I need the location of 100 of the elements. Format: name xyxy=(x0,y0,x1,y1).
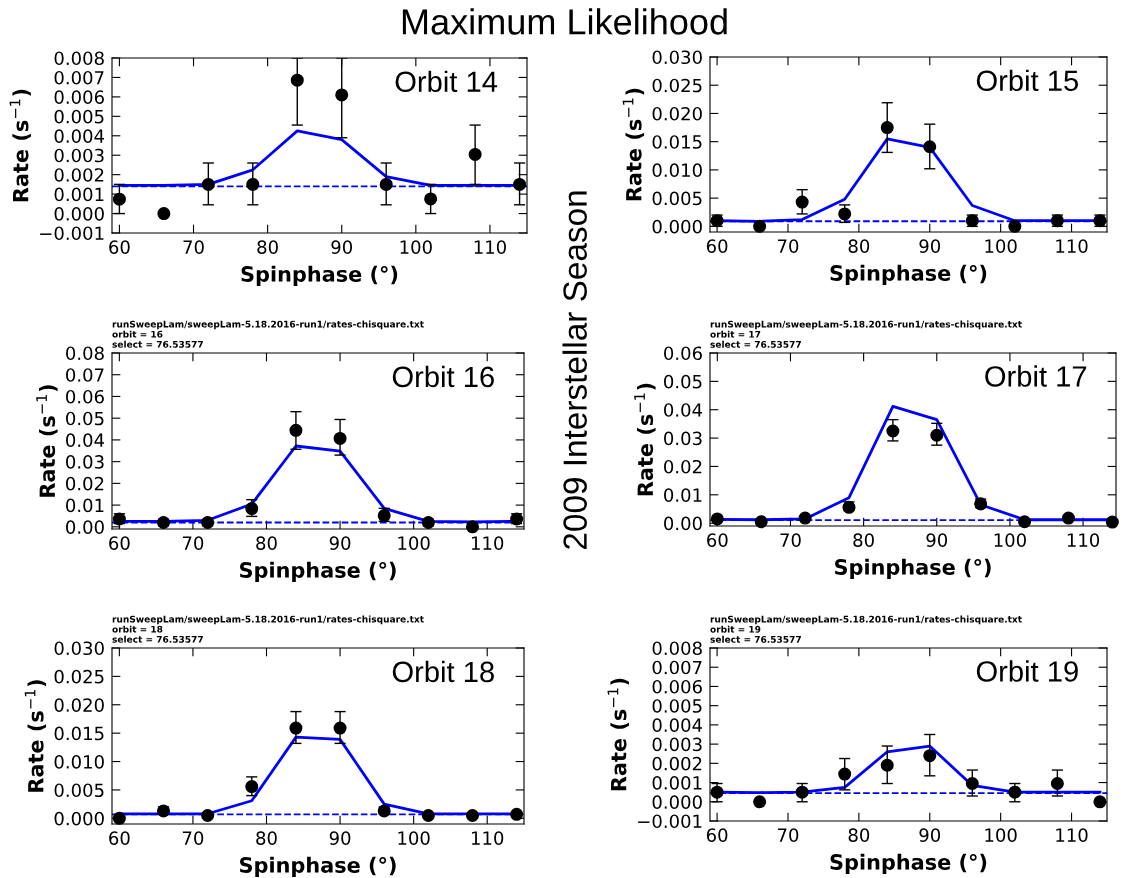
y-axis-title: Rate (s$^{−1}$) xyxy=(634,383,656,496)
x-tick-label: 90 xyxy=(329,536,351,550)
chart-subtitle: runSweepLam/sweepLam-5.18.2016-run1/rates-chisquare.txt orbit = 18 select = 76.53577 xyxy=(112,615,424,643)
y-tick-label: 0.05 xyxy=(66,411,104,426)
point xyxy=(290,73,304,87)
y-axis-title: Rate (s$^{−1}$) xyxy=(24,680,47,792)
point xyxy=(1008,785,1022,799)
annotation: Orbit 17 xyxy=(985,365,1087,387)
x-tick-label: 110 xyxy=(1067,533,1100,547)
x-tick-label: 90 xyxy=(331,240,353,254)
point xyxy=(838,767,852,781)
point xyxy=(1105,515,1119,529)
point xyxy=(1093,795,1107,809)
y-tick-label: 0.025 xyxy=(54,669,104,684)
x-tick-label: 100 xyxy=(400,240,432,254)
y-tick-label: 0.04 xyxy=(66,433,105,448)
x-tick-label: 60 xyxy=(706,239,728,253)
y-tick-label: 0.006 xyxy=(652,679,702,694)
point xyxy=(798,511,812,525)
point xyxy=(424,192,438,206)
x-tick-label: 70 xyxy=(183,240,204,254)
y-tick-label: 0.005 xyxy=(54,783,104,798)
x-tick-label: 100 xyxy=(994,533,1026,547)
x-tick-label: 100 xyxy=(985,239,1017,253)
y-tick-label: 0.03 xyxy=(66,455,104,469)
point xyxy=(795,785,809,799)
x-tick-label: 80 xyxy=(257,240,278,254)
x-tick-label: 110 xyxy=(471,536,504,550)
x-tick-label: 80 xyxy=(256,536,277,550)
y-tick-label: 0.025 xyxy=(652,78,702,93)
y-tick-label: 0.03 xyxy=(664,431,702,446)
x-tick-label: 70 xyxy=(182,536,204,550)
point xyxy=(930,428,944,442)
x-tick-label: 70 xyxy=(182,831,204,845)
point xyxy=(1061,511,1075,525)
x-tick-label: 110 xyxy=(1056,828,1088,842)
y-tick-label: 0.02 xyxy=(664,459,702,474)
x-axis-title: Spinphase (°) xyxy=(240,561,396,582)
point xyxy=(157,207,171,221)
point xyxy=(1018,515,1032,529)
y-tick-label: 0.00 xyxy=(66,520,104,534)
y-tick-label: 0.010 xyxy=(652,163,702,178)
annotation: Orbit 14 xyxy=(395,70,498,93)
y-tick-label: 0.010 xyxy=(54,755,104,769)
point xyxy=(510,807,524,821)
y-tick-label: 0.030 xyxy=(54,641,104,656)
x-tick-label: 90 xyxy=(919,828,941,842)
y-tick-label: 0.00 xyxy=(664,516,702,531)
y-tick-label: 0.08 xyxy=(66,346,104,361)
y-axis-title: Rate (s$^{−1}$) xyxy=(607,678,629,791)
y-tick-label: 0.05 xyxy=(664,374,702,389)
y-tick-label: 0.001 xyxy=(652,776,702,790)
y-tick-label: 0.006 xyxy=(54,90,104,105)
y-tick-label: 0.005 xyxy=(652,191,702,206)
y-tick-label: 0.008 xyxy=(54,51,104,66)
point xyxy=(112,811,126,825)
point xyxy=(289,423,303,437)
chart-subtitle: runSweepLam/sweepLam-5.18.2016-run1/rates-chisquare.txt orbit = 17 select = 76.53577 xyxy=(710,320,1022,348)
x-axis-title: Spinphase (°) xyxy=(830,264,987,285)
y-tick-label: 0.06 xyxy=(664,346,702,361)
x-axis-title: Spinphase (°) xyxy=(835,558,991,579)
x-tick-label: 110 xyxy=(471,831,504,845)
point xyxy=(1008,219,1022,233)
y-tick-label: 0.06 xyxy=(66,389,104,404)
x-tick-label: 70 xyxy=(777,239,799,253)
x-tick-label: 60 xyxy=(109,536,130,550)
y-tick-label: 0.020 xyxy=(652,106,702,121)
annotation: Orbit 15 xyxy=(976,69,1078,92)
y-axis-title: Rate (s$^{−1}$) xyxy=(622,88,645,201)
chart-subtitle: runSweepLam/sweepLam-5.18.2016-run1/rates-chisquare.txt orbit = 19 select = 76.53577 xyxy=(710,615,1022,643)
y-tick-label: 0.000 xyxy=(54,207,104,221)
y-tick-label: 0.000 xyxy=(652,219,702,234)
y-tick-label: 0.07 xyxy=(66,368,104,382)
x-tick-label: 80 xyxy=(256,831,277,845)
point xyxy=(923,749,937,763)
annotation: Orbit 18 xyxy=(392,660,494,683)
point xyxy=(465,520,480,534)
chart-subtitle: runSweepLam/sweepLam-5.18.2016-run1/rates-chisquare.txt orbit = 16 select = 76.53577 xyxy=(112,320,424,348)
x-tick-label: 60 xyxy=(109,831,130,845)
point xyxy=(421,808,435,822)
y-tick-label: 0.007 xyxy=(54,70,104,85)
point xyxy=(333,431,347,445)
point xyxy=(201,808,215,822)
x-axis-title: Spinphase (°) xyxy=(240,856,396,877)
x-axis-title: Spinphase (°) xyxy=(241,265,398,286)
y-tick-label: 0.005 xyxy=(54,109,104,124)
x-tick-label: 80 xyxy=(848,239,870,253)
y-tick-label: 0.001 xyxy=(54,187,104,202)
point xyxy=(333,721,347,735)
x-tick-label: 90 xyxy=(329,831,351,845)
point xyxy=(201,177,215,191)
point xyxy=(468,147,482,161)
x-tick-label: 100 xyxy=(398,536,430,550)
text: 2009 Interstellar Season xyxy=(562,191,587,549)
y-tick-label: 0.000 xyxy=(652,795,702,809)
point xyxy=(753,219,767,233)
x-tick-label: 90 xyxy=(926,533,948,547)
point xyxy=(886,424,900,438)
y-tick-label: −0.001 xyxy=(40,226,104,241)
annotation: Orbit 19 xyxy=(976,660,1078,682)
